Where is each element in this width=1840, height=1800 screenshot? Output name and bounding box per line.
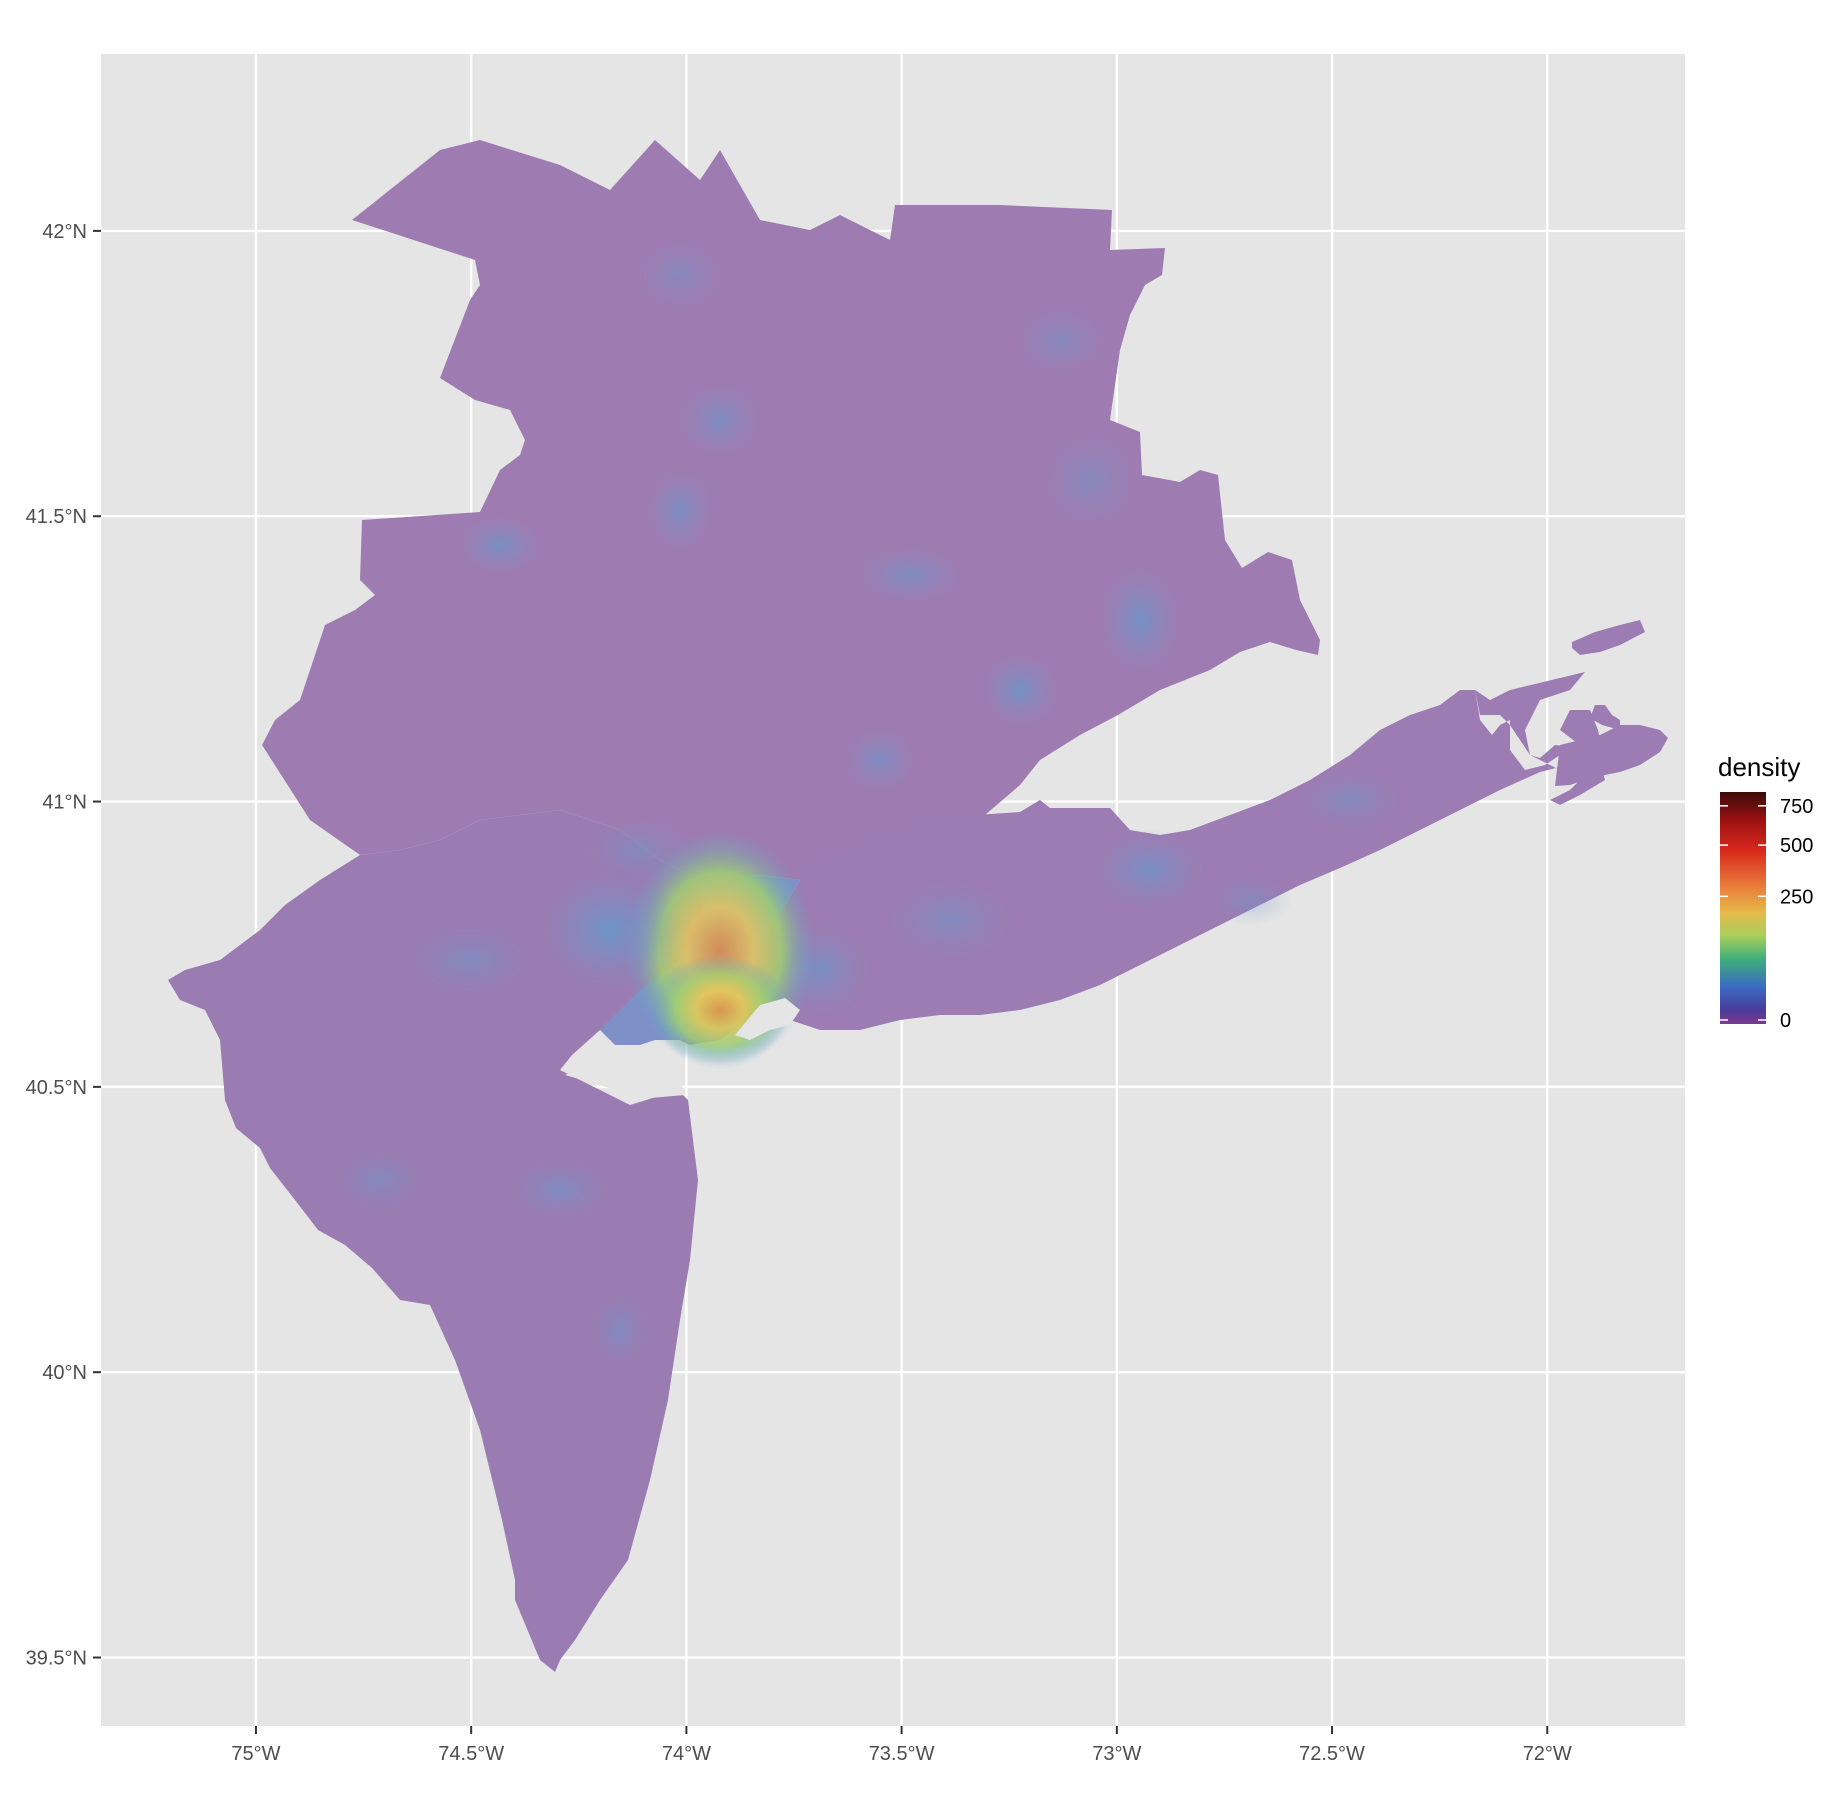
- legend-label: 500: [1780, 835, 1813, 857]
- density-patch: [458, 515, 542, 575]
- density-patch: [856, 546, 964, 604]
- region-montauk: [1555, 725, 1668, 786]
- density-patch: [590, 1292, 650, 1368]
- x-tick-label: 74.5°W: [438, 1743, 504, 1765]
- y-axis-ticks: [93, 229, 101, 1659]
- density-patch: [1098, 566, 1182, 674]
- urban-core-newark: [540, 870, 680, 990]
- legend-ticks: 750 500 250 0: [1720, 796, 1813, 1032]
- region-island-ne: [1572, 620, 1645, 655]
- density-patch: [509, 1158, 611, 1222]
- density-patch: [646, 468, 714, 552]
- x-tick-label: 73°W: [1092, 1743, 1141, 1765]
- density-patch: [334, 1149, 426, 1211]
- density-patch: [636, 239, 724, 311]
- density-patch: [843, 727, 917, 793]
- x-tick-label: 75°W: [231, 1743, 280, 1765]
- legend-label: 250: [1780, 886, 1813, 908]
- legend-title: density: [1718, 752, 1800, 782]
- y-tick-label: 41°N: [42, 792, 87, 814]
- density-patch: [1296, 769, 1404, 831]
- y-tick-label: 40.5°N: [26, 1077, 87, 1099]
- y-tick-label: 42°N: [42, 221, 87, 243]
- density-patch: [1091, 829, 1209, 911]
- map-regions: [168, 140, 1668, 1672]
- legend-label: 0: [1780, 1010, 1791, 1032]
- legend-label: 750: [1780, 796, 1813, 818]
- density-patch: [1042, 433, 1138, 527]
- density-patch: [1014, 306, 1106, 374]
- y-tick-label: 39.5°N: [26, 1648, 87, 1670]
- legend-colorbar: [1720, 792, 1766, 1024]
- density-patch: [677, 383, 763, 457]
- y-tick-label: 40°N: [42, 1362, 87, 1384]
- x-tick-label: 72.5°W: [1299, 1743, 1365, 1765]
- water-jamaica-bay: [735, 998, 800, 1040]
- density-patch: [407, 922, 533, 998]
- x-tick-label: 73.5°W: [869, 1743, 935, 1765]
- region-new-jersey: [168, 810, 705, 1672]
- legend: density 750 500 250 0: [1718, 752, 1813, 1032]
- y-tick-label: 41.5°N: [26, 506, 87, 528]
- x-tick-label: 74°W: [662, 1743, 711, 1765]
- x-axis-ticks: [254, 1726, 1549, 1734]
- x-axis-labels: 75°W 74.5°W 74°W 73.5°W 73°W 72.5°W 72°W: [231, 1743, 1572, 1765]
- y-axis-labels: 42°N 41.5°N 41°N 40.5°N 40°N 39.5°N: [26, 221, 87, 1670]
- x-tick-label: 72°W: [1523, 1743, 1572, 1765]
- water-newark-bay: [565, 1050, 685, 1098]
- density-patch: [980, 653, 1060, 727]
- density-patch: [883, 878, 1017, 962]
- density-patch: [1207, 874, 1293, 926]
- density-patches: [334, 239, 1404, 1368]
